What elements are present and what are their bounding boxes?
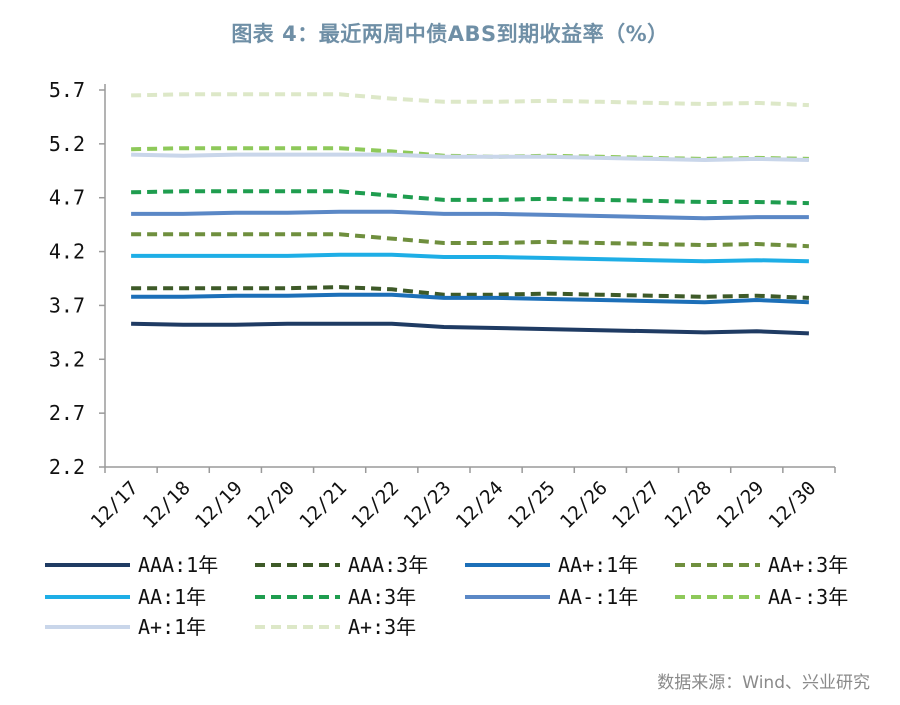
- legend-label: AA-:3年: [768, 585, 848, 609]
- series-line-8: [131, 152, 809, 162]
- legend: AAA:1年 AAA:3年 AA+:1年 AA+:3年 AA:1年 AA:3年 AA-:1年…: [45, 553, 848, 639]
- y-tick-label: 2.2: [49, 455, 85, 479]
- y-tick-label: 5.2: [49, 132, 85, 156]
- legend-label: AAA:1年: [138, 553, 218, 577]
- x-tick-label: 12/22: [347, 477, 403, 533]
- legend-label: A+:1年: [138, 615, 206, 639]
- x-tick-label: 12/30: [764, 477, 820, 533]
- axes: 2.22.73.23.74.24.75.25.712/1712/1812/191…: [49, 78, 836, 533]
- legend-label: A+:3年: [348, 615, 416, 639]
- legend-label: AA+:1年: [558, 553, 638, 577]
- x-tick-label: 12/20: [243, 477, 299, 533]
- series-line-1: [131, 285, 809, 300]
- series-line-0: [131, 321, 809, 336]
- x-tick-label: 12/28: [660, 477, 716, 533]
- series-line-9: [131, 92, 809, 108]
- x-tick-label: 12/24: [452, 477, 508, 533]
- series-line-6: [131, 209, 809, 221]
- series-line-3: [131, 232, 809, 249]
- legend-label: AA-:1年: [558, 585, 638, 609]
- y-tick-label: 2.7: [49, 401, 85, 425]
- series-line-5: [131, 189, 809, 206]
- series-line-4: [131, 252, 809, 264]
- series-lines: [131, 92, 809, 336]
- x-tick-label: 12/21: [295, 477, 351, 533]
- legend-label: AA:1年: [138, 585, 206, 609]
- series-line-2: [131, 292, 809, 305]
- y-tick-label: 4.2: [49, 240, 85, 264]
- x-tick-label: 12/18: [139, 477, 195, 533]
- data-source: 数据来源：Wind、兴业研究: [657, 673, 870, 693]
- x-tick-label: 12/23: [399, 477, 455, 533]
- x-tick-label: 12/19: [191, 477, 247, 533]
- y-tick-label: 4.7: [49, 186, 85, 210]
- legend-label: AA:3年: [348, 585, 416, 609]
- x-tick-label: 12/26: [556, 477, 612, 533]
- y-tick-label: 5.7: [49, 78, 85, 102]
- x-tick-label: 12/27: [608, 477, 664, 533]
- x-tick-label: 12/25: [504, 477, 560, 533]
- legend-label: AAA:3年: [348, 553, 428, 577]
- legend-label: AA+:3年: [768, 553, 848, 577]
- chart-title: 图表 4：最近两周中债ABS到期收益率（%）: [231, 22, 669, 46]
- y-tick-label: 3.2: [49, 347, 85, 371]
- x-tick-label: 12/17: [87, 477, 143, 533]
- x-tick-label: 12/29: [712, 477, 768, 533]
- y-tick-label: 3.7: [49, 293, 85, 317]
